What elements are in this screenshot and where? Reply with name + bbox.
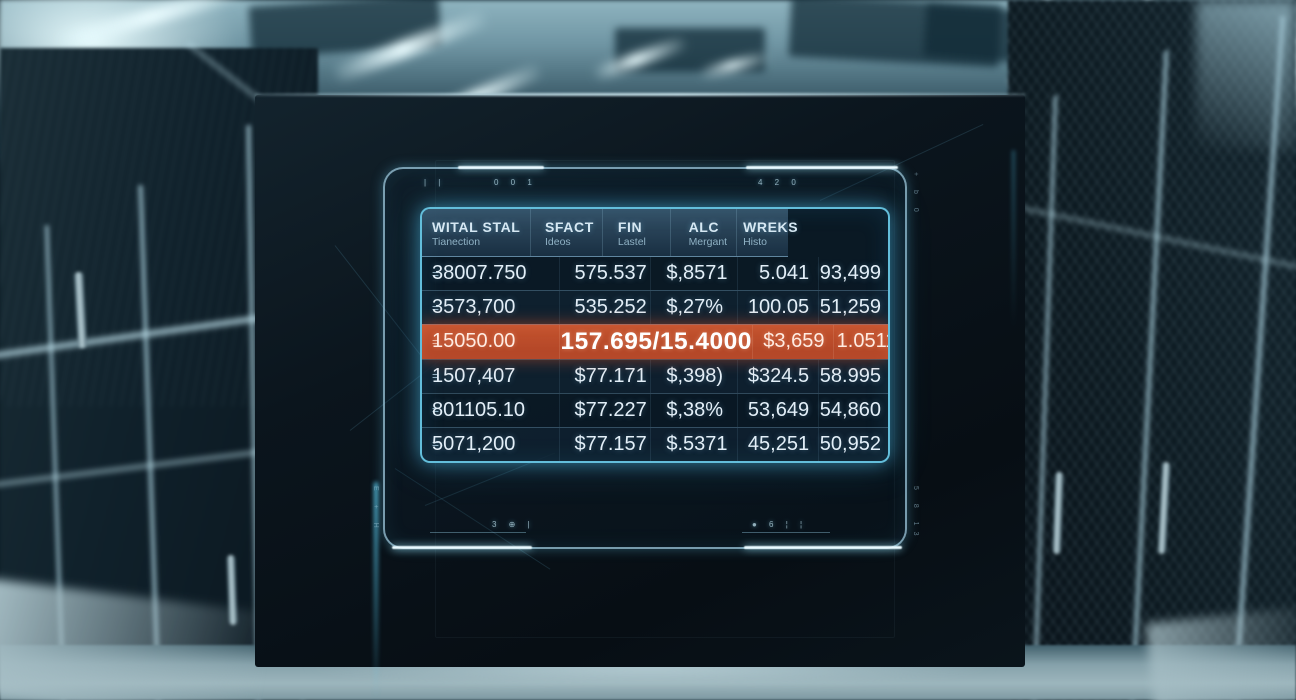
edge-glyphs-left: E + H	[372, 486, 379, 534]
row-bullet-icon: =	[432, 266, 440, 281]
table-cell: 51,259	[818, 291, 888, 325]
holographic-data-table: WITAL STAL Tianection SFACT Ideos FIN La…	[420, 207, 890, 463]
table-cell: 100.05	[736, 291, 819, 325]
table-cell: 93,499	[818, 257, 888, 291]
table-cell: 54,860	[818, 393, 888, 427]
column-header[interactable]: SFACT Ideos	[529, 209, 602, 256]
hud-code-bottom-right: ● 6 ¦ ¦	[752, 520, 808, 529]
row-bullet-icon: =	[432, 334, 440, 349]
table-cell: $,8571	[650, 257, 736, 291]
table-cell: $77.227	[559, 393, 650, 427]
hud-marks-top-left: | |	[424, 178, 446, 187]
table-cell: = 801105.10	[422, 394, 559, 427]
table-cell: = 1507,407	[422, 360, 559, 393]
column-header[interactable]: WREKS Histo	[736, 209, 805, 256]
table-cell: 53,649	[736, 393, 819, 427]
column-header[interactable]: WITAL STAL Tianection	[422, 209, 530, 256]
frame-accent	[458, 166, 544, 169]
hud-code-top-right: 4 2 0	[758, 178, 801, 187]
floor-panel	[1145, 606, 1296, 700]
frame-accent	[392, 546, 532, 549]
cell-value: 38007.750	[432, 262, 527, 285]
cell-value: 801105.10	[432, 398, 526, 421]
column-subtitle: Ideos	[544, 236, 571, 248]
table-cell: $,27%	[650, 291, 736, 325]
table-cell: = 15050.00	[422, 325, 559, 358]
cyan-edge-glow	[374, 482, 378, 700]
table-cell: 5.041	[736, 257, 819, 291]
table-row[interactable]: = 1507,407 $77.171 $,398) $324.5 58.995	[422, 358, 888, 393]
table-row[interactable]: = 801105.10 $77.227 $,38% 53,649 54,860	[422, 392, 888, 427]
table-cell: = 38007.750	[422, 257, 559, 290]
table-cell: $,398)	[650, 359, 736, 393]
row-bullet-icon: =	[432, 437, 440, 452]
table-cell: 575.537	[559, 257, 650, 291]
cell-value: 15050.00	[432, 330, 516, 353]
table-cell-merged: 157.695/15.4000	[559, 325, 751, 359]
table-cell: 58.995	[818, 359, 888, 393]
table-cell: $324.5	[736, 359, 819, 393]
cell-value: 3573,700	[432, 296, 516, 319]
column-subtitle: Lastel	[617, 236, 646, 248]
cell-value: 1507,407	[432, 364, 516, 387]
column-title: SFACT	[544, 219, 594, 235]
hud-code-bottom-left: 3 ⊕ |	[492, 520, 535, 529]
table-cell: $.5371	[650, 427, 736, 461]
table-cell: $3,659	[751, 325, 834, 359]
table-cell: $77.171	[559, 359, 650, 393]
table-cell: 45,251	[736, 427, 819, 461]
column-title: FIN	[617, 219, 643, 235]
column-subtitle: Tianection	[432, 236, 481, 248]
row-bullet-icon: =	[432, 369, 440, 384]
column-title: WREKS	[743, 219, 799, 235]
table-body: = 38007.750 575.537 $,8571 5.041 93,499 =…	[422, 257, 888, 461]
table-cell: = 5071,200	[422, 428, 559, 461]
column-subtitle: Histo	[743, 236, 768, 248]
table-row[interactable]: = 3573,700 535.252 $,27% 100.05 51,259	[422, 290, 888, 325]
column-subtitle: Mergant	[688, 236, 728, 248]
edge-glyphs-right-bottom: 5 8 13	[912, 486, 919, 542]
hud-code-top-left: 0 0 1	[494, 178, 537, 187]
frame-accent	[744, 546, 902, 549]
cabinet-top-edge	[255, 93, 1025, 96]
frame-accent	[746, 166, 898, 169]
column-header[interactable]: FIN Lastel	[601, 209, 670, 256]
table-row[interactable]: = 5071,200 $77.157 $.5371 45,251 50,952	[422, 426, 888, 461]
table-row[interactable]: = 38007.750 575.537 $,8571 5.041 93,499	[422, 257, 888, 291]
hud-underline	[430, 532, 526, 533]
cyan-edge-glow	[1012, 150, 1015, 330]
column-header[interactable]: ALC Mergant	[669, 209, 737, 256]
table-cell: 535.252	[559, 291, 650, 325]
table-header-row: WITAL STAL Tianection SFACT Ideos FIN La…	[422, 209, 798, 257]
table-cell: $77.157	[559, 427, 650, 461]
row-bullet-icon: =	[432, 403, 440, 418]
column-title: ALC	[688, 219, 720, 235]
table-cell: 1.0511	[833, 325, 888, 359]
table-cell: 50,952	[818, 427, 888, 461]
row-bullet-icon: =	[432, 300, 440, 315]
table-cell: = 3573,700	[422, 291, 559, 324]
column-title: WITAL STAL	[432, 219, 521, 235]
edge-glyphs-right-top: + b 0	[912, 172, 919, 218]
table-row-highlighted[interactable]: =15050.00 157.695/15.4000 $3,659 1.0511	[422, 324, 888, 359]
cell-value: 5071,200	[432, 432, 516, 455]
table-cell: $,38%	[650, 393, 736, 427]
hud-underline	[742, 532, 830, 533]
